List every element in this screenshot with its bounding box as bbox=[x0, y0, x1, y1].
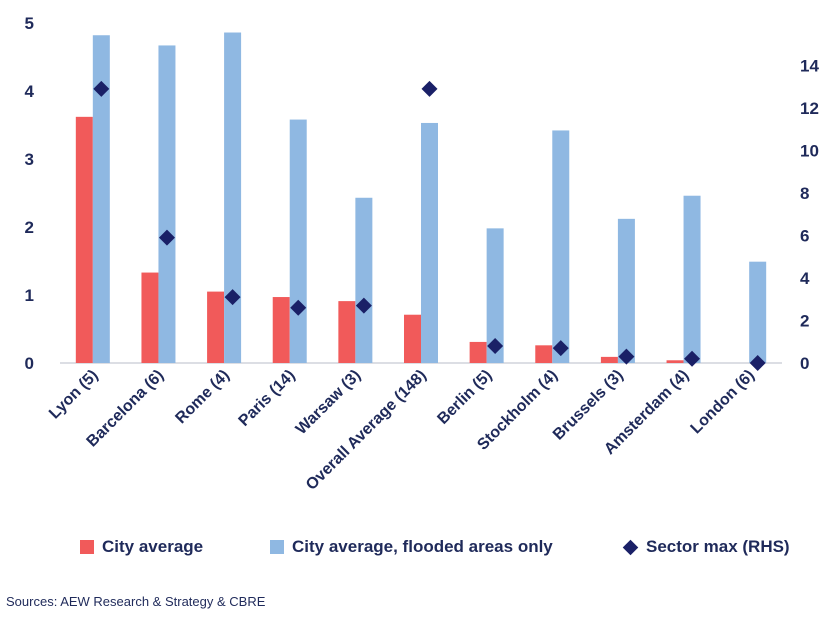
y-tick-label: 0 bbox=[25, 354, 34, 373]
category-labels: Lyon (5)Barcelona (6) Rome (4) Paris (14)W… bbox=[46, 367, 758, 494]
marker-sector-max bbox=[749, 355, 766, 371]
bar-city-average bbox=[141, 272, 159, 363]
y-tick-label: 5 bbox=[25, 14, 34, 33]
bar-flooded-average bbox=[289, 119, 307, 363]
category-label: London (6) bbox=[688, 367, 758, 437]
y2-tick-label: 14 bbox=[800, 57, 819, 76]
marker-sector-max bbox=[355, 297, 372, 314]
bars bbox=[75, 32, 767, 364]
marker-sector-max bbox=[421, 80, 438, 97]
bar-flooded-average bbox=[617, 218, 635, 363]
marker-sector-max bbox=[552, 340, 569, 357]
right-y-axis: 0 2 4 6 8 10 12 14 bbox=[800, 57, 819, 374]
bar-flooded-average bbox=[224, 32, 242, 364]
marker-sector-max bbox=[93, 80, 110, 97]
bar-city-average bbox=[535, 345, 553, 363]
source-note: Sources: AEW Research & Strategy & CBRE bbox=[6, 594, 266, 609]
legend-swatch bbox=[80, 540, 94, 554]
bar-flooded-average bbox=[355, 197, 373, 363]
marker-sector-max bbox=[224, 289, 241, 306]
y2-tick-label: 12 bbox=[800, 99, 819, 118]
category-label: Berlin (5) bbox=[434, 367, 495, 428]
legend-swatch bbox=[270, 540, 284, 554]
bar-city-average bbox=[600, 356, 618, 363]
sector-max-markers bbox=[93, 80, 766, 371]
marker-sector-max bbox=[158, 229, 175, 246]
legend-label: City average bbox=[102, 537, 204, 556]
y-tick-label: 2 bbox=[25, 218, 34, 237]
y-tick-label: 3 bbox=[25, 150, 34, 169]
bar-city-average bbox=[338, 301, 356, 363]
category-label: Lyon (5) bbox=[46, 367, 102, 423]
bar-city-average bbox=[272, 297, 290, 363]
bar-flooded-average bbox=[421, 122, 438, 364]
category-label: Paris (14) bbox=[236, 367, 299, 430]
category-label: Rome (4) bbox=[172, 367, 232, 427]
y-tick-label: 4 bbox=[25, 82, 35, 101]
legend-item-city-average: City average bbox=[80, 537, 203, 557]
legend: City average City average, flooded areas… bbox=[0, 537, 836, 561]
bar-flooded-average bbox=[683, 195, 701, 363]
category-label: Overall Average (148) bbox=[303, 367, 430, 494]
y2-tick-label: 6 bbox=[800, 227, 809, 246]
bar-flooded-average bbox=[749, 261, 767, 363]
legend-label: Sector max (RHS) bbox=[646, 537, 790, 556]
y2-tick-label: 8 bbox=[800, 184, 809, 203]
y2-tick-label: 2 bbox=[800, 312, 809, 331]
category-label: Warsaw (3) bbox=[293, 367, 364, 438]
bar-city-average bbox=[207, 291, 225, 363]
y-tick-label: 1 bbox=[25, 286, 34, 305]
legend-label: City average, flooded areas only bbox=[292, 537, 553, 556]
bar-flooded-average bbox=[486, 228, 504, 363]
marker-sector-max bbox=[487, 338, 504, 354]
y2-tick-label: 4 bbox=[800, 269, 810, 288]
bar-flooded-average bbox=[552, 130, 570, 363]
bar-flooded-average bbox=[158, 45, 176, 363]
marker-sector-max bbox=[684, 350, 701, 367]
marker-sector-max bbox=[618, 348, 635, 365]
bar-city-average bbox=[404, 314, 421, 363]
bar-city-average bbox=[469, 341, 487, 363]
marker-sector-max bbox=[290, 299, 307, 316]
legend-diamond-icon bbox=[622, 539, 639, 555]
bar-flooded-average bbox=[92, 35, 110, 364]
bar-city-average bbox=[75, 116, 93, 363]
legend-item-sector-max: Sector max (RHS) bbox=[622, 537, 790, 557]
y2-tick-label: 10 bbox=[800, 142, 819, 161]
bar-city-average bbox=[666, 360, 684, 363]
y2-tick-label: 0 bbox=[800, 354, 809, 373]
legend-item-flooded: City average, flooded areas only bbox=[270, 537, 553, 557]
left-y-axis: 0 1 2 3 4 5 bbox=[25, 14, 35, 373]
